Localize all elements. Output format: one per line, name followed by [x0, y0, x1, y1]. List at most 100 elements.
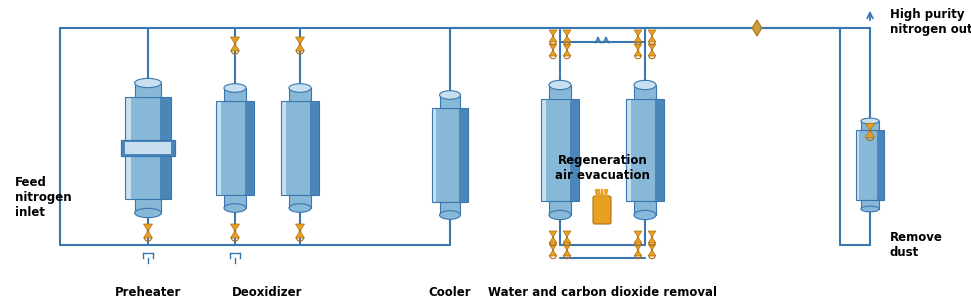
Bar [159, 97, 171, 199]
Circle shape [552, 49, 554, 51]
Bar [224, 88, 246, 101]
Polygon shape [634, 250, 642, 256]
Text: Water and carbon dioxide removal: Water and carbon dioxide removal [488, 286, 717, 298]
Bar [216, 101, 254, 195]
Bar [135, 83, 161, 97]
Polygon shape [549, 36, 557, 42]
FancyBboxPatch shape [593, 196, 611, 224]
Polygon shape [230, 224, 240, 231]
Circle shape [147, 230, 150, 232]
Circle shape [299, 43, 301, 45]
Bar [130, 97, 159, 199]
Polygon shape [230, 37, 240, 44]
Ellipse shape [861, 118, 879, 124]
Bar [877, 130, 884, 200]
Polygon shape [648, 36, 655, 42]
Polygon shape [295, 231, 305, 238]
Polygon shape [865, 124, 875, 130]
Circle shape [234, 43, 236, 45]
Circle shape [637, 35, 639, 37]
Bar [440, 95, 460, 108]
Polygon shape [563, 36, 571, 42]
Polygon shape [634, 244, 642, 250]
Bar [570, 99, 579, 201]
Bar [859, 130, 877, 200]
Circle shape [566, 236, 568, 238]
Polygon shape [634, 50, 642, 56]
Ellipse shape [440, 211, 460, 219]
Text: Regeneration
air evacuation: Regeneration air evacuation [555, 154, 650, 182]
Polygon shape [549, 50, 557, 56]
Polygon shape [144, 231, 152, 238]
Bar [861, 200, 879, 209]
Polygon shape [753, 20, 762, 36]
Bar [285, 101, 310, 195]
Bar [125, 97, 171, 199]
Circle shape [566, 35, 568, 37]
Circle shape [566, 249, 568, 251]
Bar [121, 140, 175, 156]
Circle shape [552, 35, 554, 37]
Bar [224, 195, 246, 208]
Text: Cooler: Cooler [428, 286, 471, 298]
Bar [634, 85, 656, 99]
Polygon shape [648, 30, 655, 36]
Polygon shape [563, 237, 571, 243]
Polygon shape [549, 231, 557, 237]
Bar [856, 130, 884, 200]
Circle shape [637, 236, 639, 238]
Bar [626, 99, 664, 201]
Circle shape [637, 249, 639, 251]
Circle shape [651, 249, 653, 251]
Circle shape [234, 230, 236, 232]
Polygon shape [295, 44, 305, 51]
Bar [281, 101, 319, 195]
Polygon shape [634, 36, 642, 42]
Bar [245, 101, 254, 195]
Bar [432, 108, 468, 202]
Ellipse shape [224, 204, 246, 212]
Circle shape [651, 35, 653, 37]
Bar [634, 201, 656, 215]
Bar [220, 101, 245, 195]
Circle shape [637, 49, 639, 51]
Polygon shape [634, 30, 642, 36]
Text: Deoxidizer: Deoxidizer [232, 286, 303, 298]
Bar [549, 201, 571, 215]
Polygon shape [563, 231, 571, 237]
Ellipse shape [549, 210, 571, 220]
Bar [541, 99, 579, 201]
Polygon shape [563, 250, 571, 256]
Ellipse shape [549, 80, 571, 90]
Polygon shape [563, 50, 571, 56]
Ellipse shape [861, 206, 879, 212]
Bar [626, 99, 664, 201]
Polygon shape [549, 237, 557, 243]
Text: Remove
dust: Remove dust [890, 231, 943, 259]
Polygon shape [634, 237, 642, 243]
Ellipse shape [440, 91, 460, 99]
Bar [432, 108, 468, 202]
Polygon shape [648, 250, 655, 256]
Ellipse shape [135, 208, 161, 218]
Bar [654, 99, 664, 201]
Bar [125, 97, 171, 199]
Bar [281, 101, 285, 195]
Bar [135, 199, 161, 213]
Bar [856, 130, 859, 200]
Ellipse shape [135, 78, 161, 88]
Bar [546, 99, 570, 201]
Polygon shape [549, 30, 557, 36]
Bar [125, 97, 130, 199]
Bar [440, 202, 460, 215]
Bar [216, 101, 254, 195]
Bar [310, 101, 319, 195]
Ellipse shape [289, 204, 311, 212]
Bar [281, 101, 319, 195]
Text: Feed
nitrogen
inlet: Feed nitrogen inlet [15, 176, 72, 220]
Circle shape [299, 230, 301, 232]
Polygon shape [563, 30, 571, 36]
Bar [289, 195, 311, 208]
Bar [459, 108, 468, 202]
Polygon shape [648, 44, 655, 50]
